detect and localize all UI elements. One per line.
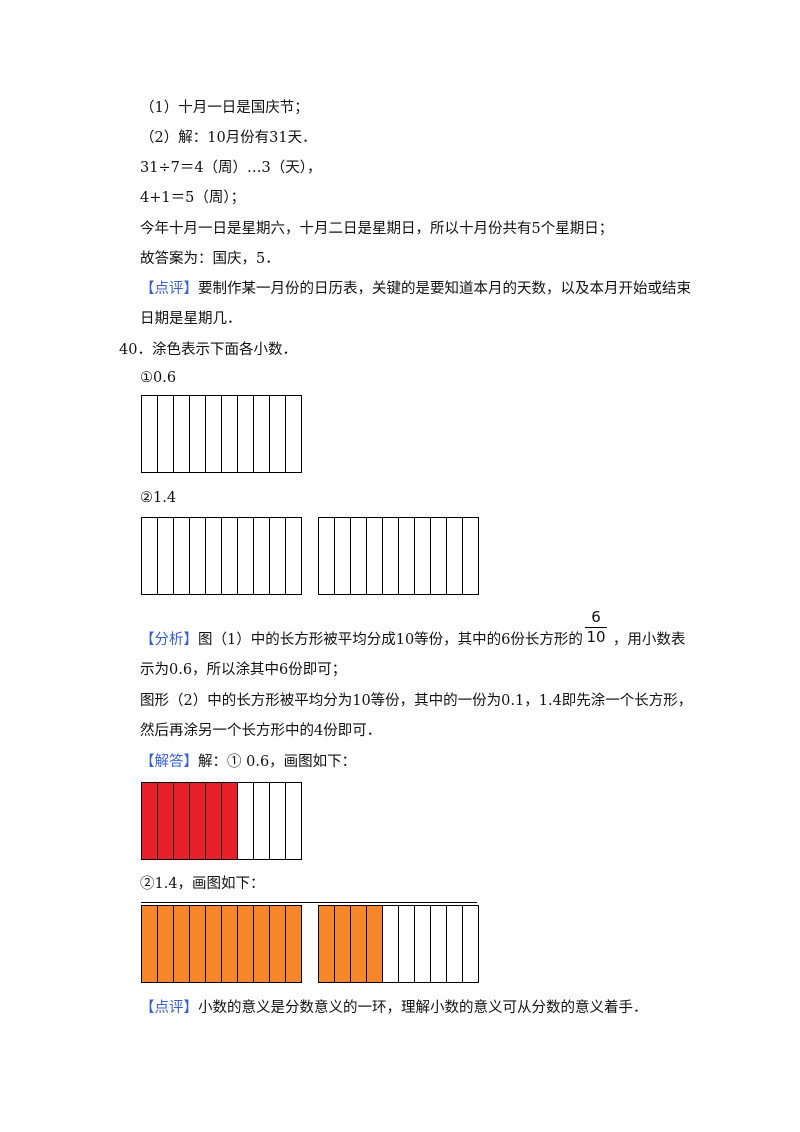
- grid-cell: [190, 782, 206, 860]
- grid-cell: [270, 782, 286, 860]
- grid-cell: [415, 905, 431, 983]
- analysis-text-a2: ，用小数表: [612, 632, 686, 648]
- analysis-3: 图形（2）中的长方形被平均分为10等份，其中的一份为0.1，1.4即先涂一个长方…: [140, 693, 693, 709]
- answer-text: 解：① 0.6，画图如下：: [198, 754, 357, 770]
- review-1-cont: 日期是星期几．: [140, 311, 242, 327]
- grid-cell: [447, 517, 463, 595]
- grid-q1: [141, 395, 302, 473]
- grid-cell: [270, 517, 286, 595]
- grid-cell: [286, 517, 302, 595]
- question-40-part-2: ②1.4: [140, 490, 177, 506]
- grid-cell: [158, 905, 174, 983]
- analysis-2: 示为0.6，所以涂其中6份即可；: [140, 662, 347, 678]
- review-2-text: 小数的意义是分数意义的一环，理解小数的意义可从分数的意义着手．: [198, 1000, 648, 1016]
- text-line-1: （1）十月一日是国庆节；: [140, 100, 309, 116]
- answer-2: ②1.4，画图如下：: [140, 876, 265, 892]
- grid-cell: [254, 517, 270, 595]
- grid-cell: [431, 517, 447, 595]
- grid-cell: [238, 395, 254, 473]
- grid-cell: [383, 517, 399, 595]
- question-40: 40．涂色表示下面各小数．: [119, 342, 297, 358]
- grid-cell: [399, 517, 415, 595]
- question-40-part-1: ①0.6: [140, 370, 177, 386]
- grid-cell: [142, 395, 158, 473]
- analysis-tag: 【分析】: [140, 632, 198, 648]
- analysis-text-a: 图（1）中的长方形被平均分成10等份，其中的6份长方形的: [198, 632, 583, 648]
- review-text: 要制作某一月份的日历表，关键的是要知道本月的天数，以及本月开始或结束: [198, 281, 691, 297]
- fraction-bar: [585, 627, 607, 628]
- grid-cell: [351, 905, 367, 983]
- grid-cell: [463, 905, 479, 983]
- text-line-3: 31÷7＝4（周）…3（天），: [140, 160, 322, 176]
- grid-answer-2-b: [318, 905, 479, 983]
- grid-cell: [206, 517, 222, 595]
- grid-cell: [158, 517, 174, 595]
- grid-cell: [206, 782, 222, 860]
- grid-cell: [319, 905, 335, 983]
- grid-cell: [286, 782, 302, 860]
- grid-cell: [254, 905, 270, 983]
- answer-1: 【解答】解：① 0.6，画图如下：: [140, 752, 356, 772]
- grid-cell: [319, 517, 335, 595]
- text-line-4: 4+1＝5（周）；: [140, 190, 246, 206]
- grid-cell: [206, 905, 222, 983]
- grid-cell: [142, 782, 158, 860]
- grid-cell: [399, 905, 415, 983]
- grid-cell: [238, 517, 254, 595]
- fraction-six-tenths: 6 10: [585, 609, 607, 646]
- answer-tag: 【解答】: [140, 754, 198, 770]
- grid-cell: [270, 905, 286, 983]
- grid-q2-b: [318, 517, 479, 595]
- grid-cell: [254, 395, 270, 473]
- grid-cell: [415, 517, 431, 595]
- review-tag: 【点评】: [140, 281, 198, 297]
- fraction-denominator: 10: [586, 628, 606, 646]
- grid-cell: [286, 905, 302, 983]
- grid-cell: [222, 395, 238, 473]
- grid-cell: [174, 782, 190, 860]
- grid-cell: [270, 395, 286, 473]
- review-2: 【点评】小数的意义是分数意义的一环，理解小数的意义可从分数的意义着手．: [140, 998, 648, 1018]
- grid-cell: [206, 395, 222, 473]
- text-line-2: （2）解：10月份有31天．: [140, 130, 317, 146]
- grid-answer-1: [141, 782, 302, 860]
- grid-cell: [238, 782, 254, 860]
- grid-cell: [174, 517, 190, 595]
- grid-cell: [142, 905, 158, 983]
- grid-cell: [190, 517, 206, 595]
- grid-cell: [383, 905, 399, 983]
- fraction-numerator: 6: [591, 608, 601, 626]
- grid-cell: [222, 517, 238, 595]
- grid-cell: [286, 395, 302, 473]
- analysis-1: 【分析】图（1）中的长方形被平均分成10等份，其中的6份长方形的 ，用小数表: [140, 630, 685, 650]
- grid-answer-2-a: [141, 905, 302, 983]
- text-line-6: 故答案为：国庆，5．: [140, 251, 280, 267]
- grid-cell: [190, 395, 206, 473]
- grid-cell: [431, 905, 447, 983]
- grid-cell: [142, 517, 158, 595]
- review-2-tag: 【点评】: [140, 1000, 198, 1016]
- grid-cell: [463, 517, 479, 595]
- grid-cell: [222, 905, 238, 983]
- grid-cell: [351, 517, 367, 595]
- grid-q2-a: [141, 517, 302, 595]
- grid-cell: [158, 782, 174, 860]
- answer-2-top-rule: [141, 902, 477, 903]
- grid-cell: [367, 517, 383, 595]
- grid-cell: [238, 905, 254, 983]
- analysis-4: 然后再涂另一个长方形中的4份即可．: [140, 723, 382, 739]
- grid-cell: [174, 395, 190, 473]
- grid-cell: [367, 905, 383, 983]
- grid-cell: [222, 782, 238, 860]
- grid-cell: [335, 517, 351, 595]
- grid-cell: [174, 905, 190, 983]
- text-line-5: 今年十月一日是星期六，十月二日是星期日，所以十月份共有5个星期日；: [140, 221, 614, 237]
- grid-cell: [158, 395, 174, 473]
- grid-cell: [335, 905, 351, 983]
- grid-cell: [447, 905, 463, 983]
- grid-cell: [190, 905, 206, 983]
- grid-cell: [254, 782, 270, 860]
- review-1: 【点评】要制作某一月份的日历表，关键的是要知道本月的天数，以及本月开始或结束: [140, 279, 691, 299]
